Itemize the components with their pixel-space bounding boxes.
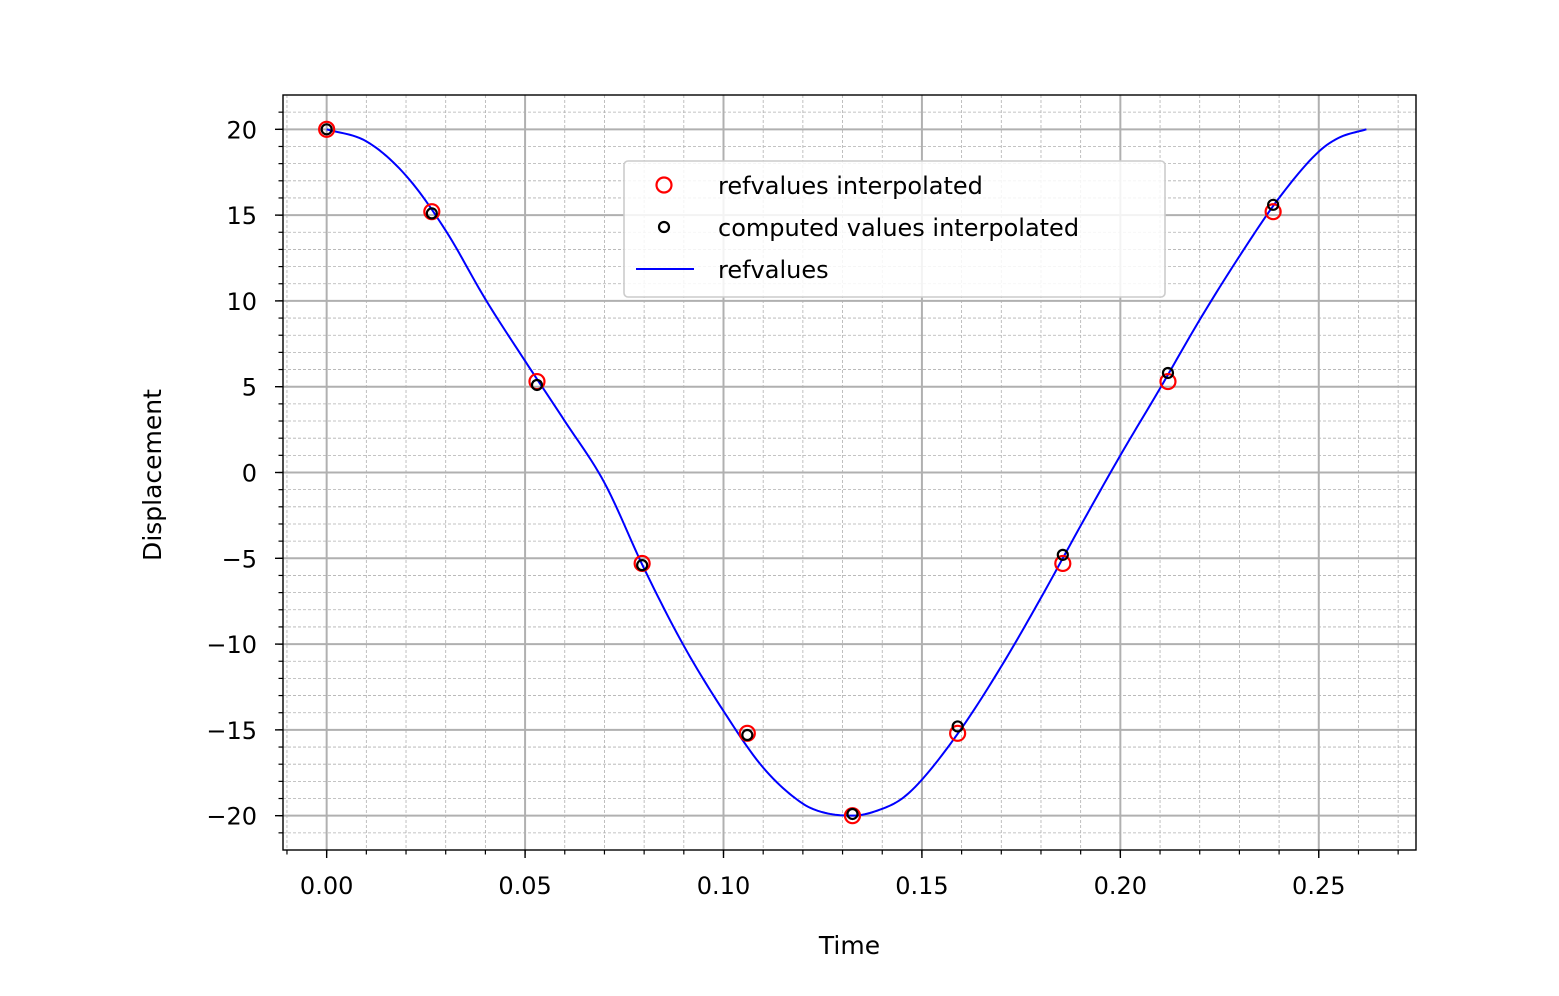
refvalue-point — [949, 724, 967, 742]
x-axis-label: Time — [818, 931, 880, 960]
y-axis: 20 15 10 5 0 −5 −10 −15 −20 — [206, 111, 283, 834]
x-axis: 0.00 0.05 0.10 0.15 0.20 0.25 — [286, 850, 1399, 900]
y-tick-label: −15 — [206, 717, 257, 745]
x-tick-label: 0.25 — [1292, 872, 1345, 900]
x-tick-label: 0.05 — [498, 872, 551, 900]
legend-marker-computed-values-interpolated — [657, 220, 671, 234]
legend-label-computed-values-interpolated: computed values interpolated — [718, 214, 1079, 242]
y-tick-label: −5 — [222, 545, 257, 573]
y-tick-label: 0 — [242, 460, 257, 488]
y-axis-label: Displacement — [138, 389, 167, 561]
y-tick-label: 5 — [242, 374, 257, 402]
computed-value-point — [425, 207, 438, 220]
computed-value-point — [951, 720, 964, 733]
legend-label-refvalues: refvalues — [718, 256, 829, 284]
refvalue-point — [1264, 203, 1282, 221]
refvalue-point — [318, 120, 336, 138]
legend: refvalues interpolated computed values i… — [623, 160, 1166, 298]
y-tick-label: −20 — [206, 803, 257, 831]
computed-value-point — [320, 123, 333, 136]
computed-value-point — [1056, 548, 1069, 561]
computed-value-point — [636, 559, 649, 572]
y-tick-label: −10 — [206, 631, 257, 659]
x-tick-label: 0.00 — [300, 872, 353, 900]
legend-box — [623, 160, 1166, 298]
legend-label-refvalues-interpolated: refvalues interpolated — [718, 172, 983, 200]
computed-value-point — [1267, 198, 1280, 211]
computed-value-point — [846, 807, 859, 821]
y-tick-label: 10 — [226, 288, 257, 316]
refvalue-point — [1054, 554, 1072, 573]
y-tick-label: 15 — [226, 202, 257, 230]
computed-value-point — [741, 728, 754, 742]
computed-value-point — [530, 378, 544, 392]
x-tick-label: 0.15 — [895, 872, 948, 900]
major-grid — [283, 95, 1416, 850]
computed-value-point — [1161, 366, 1175, 380]
legend-marker-refvalues-interpolated — [655, 176, 673, 194]
y-tick-label: 20 — [226, 116, 257, 144]
x-tick-label: 0.20 — [1094, 872, 1147, 900]
series-layer — [318, 120, 1367, 825]
x-tick-label: 0.10 — [697, 872, 750, 900]
refvalue-point — [1159, 372, 1177, 391]
series-line-refvalues — [326, 128, 1367, 817]
